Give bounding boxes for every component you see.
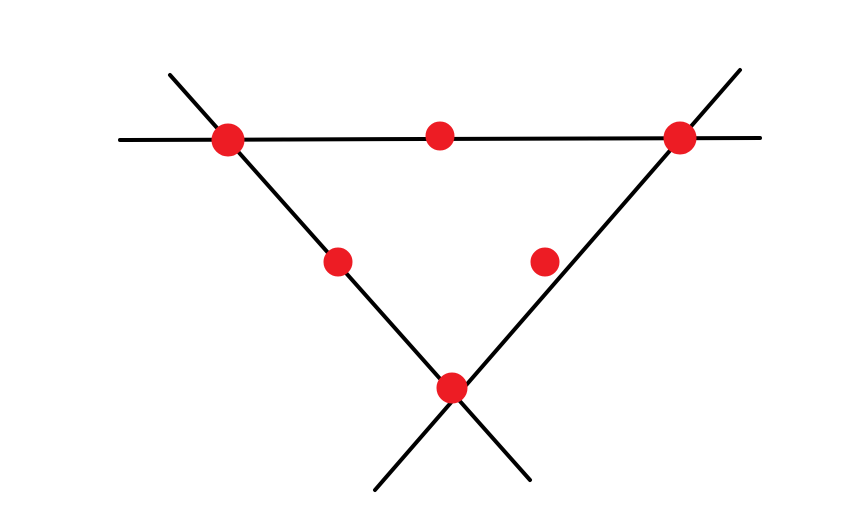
node-top-left — [212, 124, 244, 156]
node-right-mid — [531, 248, 559, 276]
node-top-right — [664, 122, 696, 154]
diagram-canvas — [0, 0, 848, 531]
node-top-mid — [426, 122, 454, 150]
node-bottom — [437, 373, 467, 403]
node-left-mid — [324, 248, 352, 276]
diagram-background — [0, 0, 848, 531]
